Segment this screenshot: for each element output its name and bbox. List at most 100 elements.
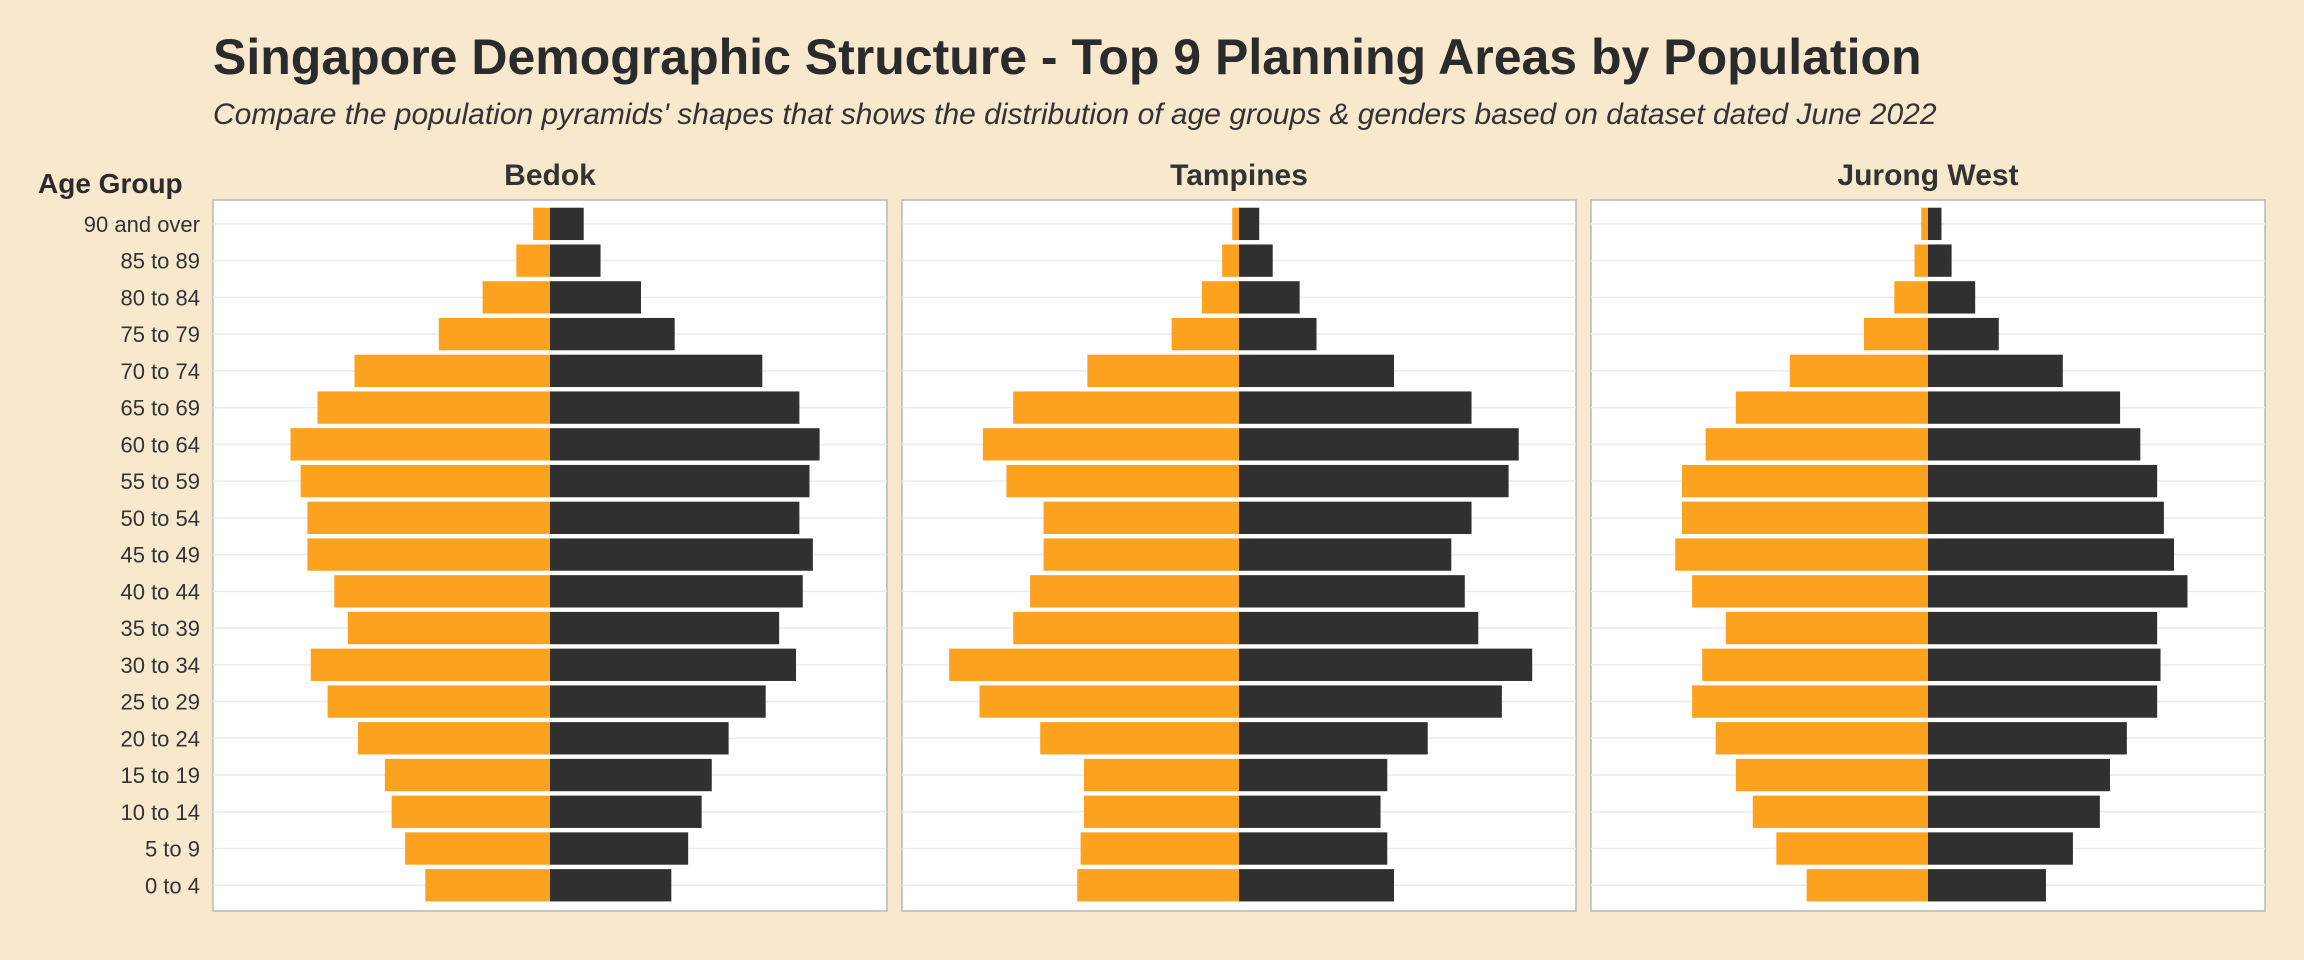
bar-male xyxy=(1928,648,2161,681)
bar-female xyxy=(1043,501,1239,535)
bar-male xyxy=(550,281,641,314)
bar-female xyxy=(1789,354,1928,388)
bar-female xyxy=(1087,354,1239,388)
bar-female xyxy=(1681,464,1928,498)
panel-title: Jurong West xyxy=(1837,159,2018,192)
bar-male xyxy=(1928,244,1952,277)
bar-female xyxy=(1083,795,1239,828)
bar-male xyxy=(1239,795,1381,828)
bar-female xyxy=(1013,391,1239,424)
y-tick-label: 0 to 4 xyxy=(145,873,200,898)
y-axis-label: Age Group xyxy=(38,168,183,199)
panel-title: Bedok xyxy=(504,159,596,192)
bar-female xyxy=(1171,317,1239,351)
bar-female xyxy=(1077,869,1239,902)
bar-male xyxy=(1239,207,1260,241)
y-tick-label: 20 to 24 xyxy=(120,726,200,751)
bar-male xyxy=(1239,464,1509,498)
bar-female xyxy=(1083,758,1239,792)
bar-male xyxy=(1239,758,1388,792)
y-tick-label: 55 to 59 xyxy=(120,469,200,494)
bar-female xyxy=(949,648,1239,681)
bar-male xyxy=(1928,685,2158,718)
bar-male xyxy=(1928,575,2188,608)
bar-female xyxy=(1080,832,1239,865)
y-tick-label: 50 to 54 xyxy=(120,506,200,531)
bar-male xyxy=(550,244,601,277)
chart-title: Singapore Demographic Structure - Top 9 … xyxy=(213,29,1922,85)
bar-male xyxy=(1239,611,1479,645)
bar-female xyxy=(1715,722,1928,755)
bar-male xyxy=(1928,391,2121,424)
bar-male xyxy=(550,611,780,645)
y-tick-label: 10 to 14 xyxy=(120,800,200,825)
bar-male xyxy=(550,832,689,865)
bar-male xyxy=(1928,795,2100,828)
bar-male xyxy=(1928,501,2164,535)
bar-male xyxy=(1928,611,2158,645)
bar-female xyxy=(1921,207,1928,241)
bar-male xyxy=(550,354,763,388)
bar-female xyxy=(310,648,550,681)
bar-male xyxy=(1239,832,1388,865)
y-tick-label: 45 to 49 xyxy=(120,543,200,568)
bar-female xyxy=(482,281,550,314)
y-tick-label: 75 to 79 xyxy=(120,322,200,347)
bar-male xyxy=(1239,722,1428,755)
bar-female xyxy=(1201,281,1239,314)
bar-female xyxy=(1776,832,1928,865)
bar-female xyxy=(1692,685,1928,718)
bar-male xyxy=(1239,685,1502,718)
bar-female xyxy=(1043,538,1239,571)
bar-female xyxy=(1702,648,1928,681)
bar-male xyxy=(1928,832,2073,865)
bar-male xyxy=(1239,281,1300,314)
bar-male xyxy=(550,685,766,718)
bar-female xyxy=(1232,207,1239,241)
y-tick-label: 70 to 74 xyxy=(120,359,200,384)
bar-female xyxy=(425,869,550,902)
bar-male xyxy=(1239,501,1472,535)
bar-male xyxy=(1928,758,2110,792)
bar-female xyxy=(357,722,550,755)
bar-male xyxy=(1239,869,1395,902)
bar-female xyxy=(438,317,550,351)
bar-male xyxy=(1928,722,2127,755)
bar-female xyxy=(1675,538,1928,571)
bar-female xyxy=(1705,428,1928,461)
bar-male xyxy=(550,464,810,498)
bar-female xyxy=(317,391,550,424)
bar-male xyxy=(1239,391,1472,424)
bar-female xyxy=(1222,244,1239,277)
bar-male xyxy=(1928,869,2046,902)
bar-female xyxy=(1040,722,1239,755)
bar-female xyxy=(982,428,1239,461)
y-tick-label: 25 to 29 xyxy=(120,690,200,715)
bar-female xyxy=(1725,611,1928,645)
bar-male xyxy=(550,538,813,571)
bar-male xyxy=(1928,317,1999,351)
bar-male xyxy=(550,722,729,755)
bar-male xyxy=(550,391,800,424)
bar-male xyxy=(550,758,712,792)
bar-female xyxy=(391,795,550,828)
bar-male xyxy=(1239,244,1273,277)
bar-male xyxy=(1239,648,1533,681)
bar-male xyxy=(1928,464,2158,498)
y-tick-label: 80 to 84 xyxy=(120,285,200,310)
bar-male xyxy=(1239,575,1465,608)
bar-female xyxy=(405,832,550,865)
y-tick-label: 15 to 19 xyxy=(120,763,200,788)
bar-male xyxy=(1239,428,1519,461)
y-tick-label: 35 to 39 xyxy=(120,616,200,641)
bar-female xyxy=(327,685,550,718)
bar-female xyxy=(516,244,550,277)
bar-female xyxy=(347,611,550,645)
bar-female xyxy=(1735,758,1928,792)
bar-female xyxy=(1681,501,1928,535)
bar-female xyxy=(300,464,550,498)
bar-female xyxy=(307,501,550,535)
bar-female xyxy=(1806,869,1928,902)
bar-male xyxy=(1928,207,1942,241)
